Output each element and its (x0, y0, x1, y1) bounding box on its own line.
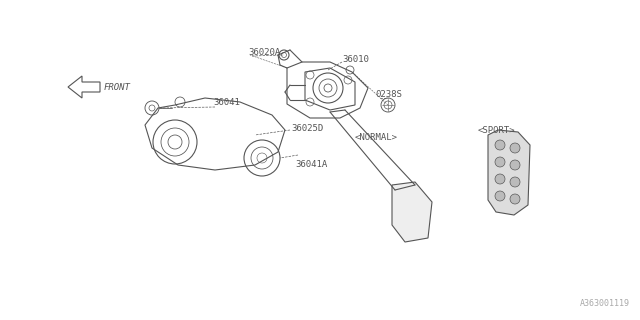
Polygon shape (488, 130, 530, 215)
Polygon shape (68, 76, 100, 98)
Polygon shape (287, 62, 368, 118)
Text: 36025D: 36025D (291, 124, 323, 132)
Circle shape (495, 174, 505, 184)
Polygon shape (305, 68, 355, 110)
Circle shape (495, 157, 505, 167)
Circle shape (495, 140, 505, 150)
Text: A363001119: A363001119 (580, 299, 630, 308)
Text: 0238S: 0238S (375, 90, 402, 99)
Circle shape (510, 160, 520, 170)
Text: <NORMAL>: <NORMAL> (355, 132, 398, 141)
Circle shape (495, 191, 505, 201)
Text: 36041: 36041 (213, 98, 240, 107)
Circle shape (510, 143, 520, 153)
Text: FRONT: FRONT (104, 83, 131, 92)
Text: 36041A: 36041A (295, 159, 327, 169)
Text: 36010: 36010 (342, 54, 369, 63)
Circle shape (510, 177, 520, 187)
Circle shape (510, 194, 520, 204)
Polygon shape (145, 98, 285, 170)
Polygon shape (392, 182, 432, 242)
Text: <SPORT>: <SPORT> (478, 125, 516, 134)
Text: 36020A: 36020A (248, 47, 280, 57)
